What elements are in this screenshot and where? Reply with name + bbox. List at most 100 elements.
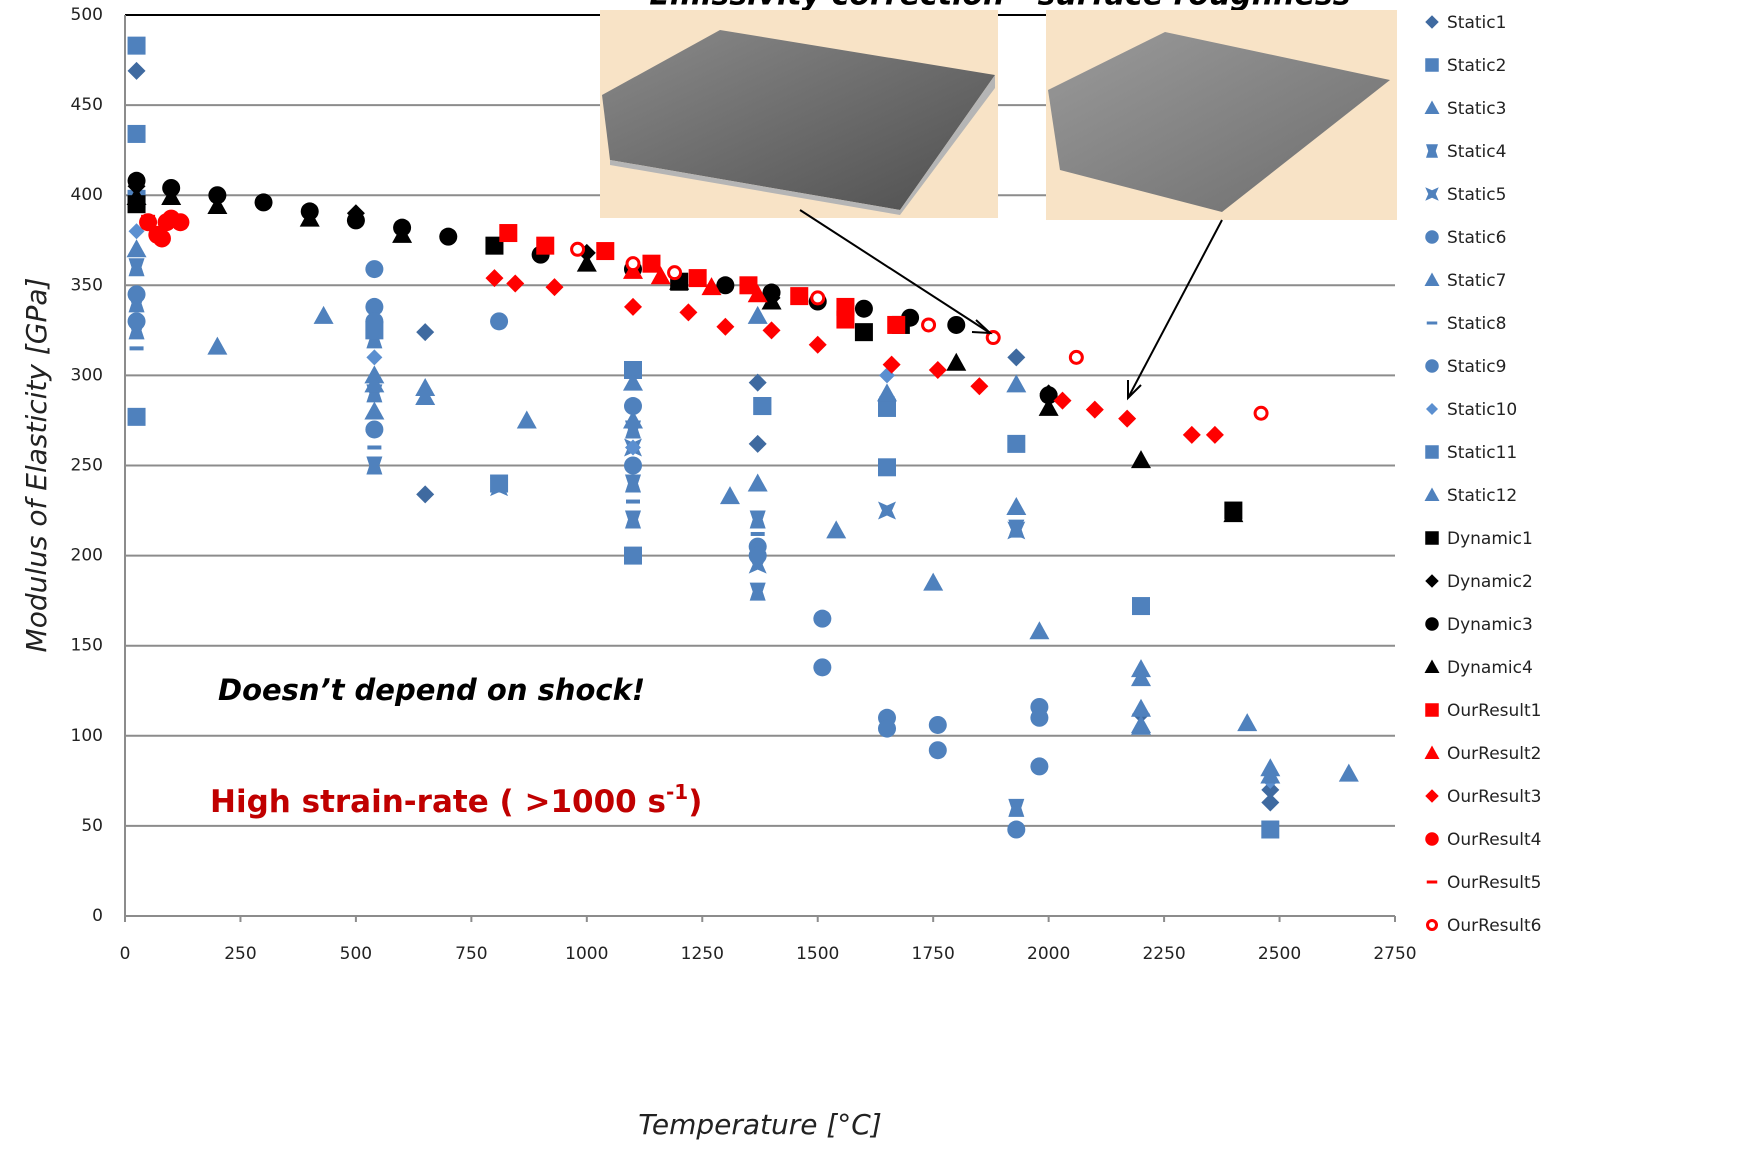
- x-axis-label: Temperature [°C]: [638, 1108, 882, 1141]
- marker: [813, 658, 832, 677]
- marker: [813, 609, 832, 628]
- marker: [1030, 757, 1049, 776]
- x-tick-label: 1750: [912, 944, 955, 964]
- marker: [928, 715, 947, 734]
- legend-marker: [1424, 100, 1440, 114]
- marker: [623, 410, 643, 429]
- legend-marker: [1425, 617, 1439, 631]
- marker: [747, 305, 768, 324]
- marker: [753, 397, 772, 416]
- marker: [364, 401, 385, 420]
- marker: [570, 241, 586, 257]
- marker: [626, 499, 640, 504]
- legend-label: Dynamic2: [1447, 572, 1533, 592]
- marker: [367, 445, 382, 450]
- marker: [1039, 386, 1058, 405]
- marker: [1007, 521, 1026, 540]
- legend-label: Static3: [1447, 99, 1506, 119]
- marker: [364, 365, 385, 384]
- marker: [392, 224, 413, 243]
- marker: [1261, 793, 1280, 812]
- marker: [416, 323, 435, 342]
- marker: [790, 287, 809, 306]
- marker: [126, 187, 147, 206]
- marker: [516, 410, 537, 429]
- legend: Static1 Static2 Static3 Static4 Static5 Stati…: [1424, 13, 1542, 936]
- y-tick-label: 500: [71, 5, 103, 25]
- marker: [624, 297, 642, 316]
- marker: [1030, 708, 1049, 727]
- y-tick-label: 300: [71, 365, 103, 385]
- x-tick-label: 2500: [1258, 944, 1301, 964]
- legend-marker: [1425, 445, 1439, 459]
- marker: [901, 308, 920, 327]
- marker: [921, 317, 937, 333]
- legend-marker: [1425, 703, 1439, 717]
- marker: [208, 186, 227, 205]
- chart-title: Emissivity correction - surface roughnes…: [649, 0, 1350, 13]
- y-tick-label: 250: [71, 456, 103, 476]
- marker: [366, 349, 383, 366]
- y-tick-label: 0: [92, 906, 103, 926]
- legend-marker: [1424, 745, 1440, 759]
- legend-label: OurResult1: [1447, 701, 1542, 721]
- marker: [415, 387, 436, 406]
- marker: [1223, 504, 1244, 523]
- marker: [416, 485, 435, 504]
- marker: [928, 360, 947, 379]
- marker: [127, 36, 146, 55]
- marker: [624, 546, 642, 565]
- marker: [128, 223, 145, 240]
- marker: [161, 187, 182, 206]
- marker: [970, 377, 989, 396]
- marker: [716, 317, 735, 336]
- marker: [854, 299, 873, 318]
- marker: [207, 196, 228, 215]
- legend-label: OurResult5: [1447, 873, 1542, 893]
- legend-label: Static1: [1447, 13, 1506, 33]
- marker: [878, 458, 896, 477]
- legend-label: Static6: [1447, 228, 1506, 248]
- marker: [346, 211, 365, 230]
- y-tick-label: 150: [71, 636, 103, 656]
- legend-label: Static10: [1447, 400, 1517, 420]
- legend-label: Dynamic3: [1447, 615, 1533, 635]
- x-tick-label: 1250: [681, 944, 724, 964]
- marker: [878, 719, 896, 738]
- x-tick-label: 2250: [1142, 944, 1185, 964]
- marker: [127, 407, 146, 426]
- legend-label: OurResult2: [1447, 744, 1542, 764]
- legend-label: Dynamic4: [1447, 658, 1533, 678]
- marker: [127, 61, 146, 80]
- marker: [1205, 425, 1224, 444]
- marker: [1260, 765, 1281, 784]
- x-tick-label: 500: [340, 944, 372, 964]
- marker: [545, 278, 564, 297]
- legend-marker: [1426, 880, 1438, 884]
- marker: [485, 236, 504, 255]
- marker: [313, 305, 334, 324]
- marker: [536, 236, 555, 255]
- legend-marker: [1425, 15, 1439, 29]
- legend-marker: [1425, 531, 1439, 545]
- marker: [808, 335, 827, 354]
- x-tick-label: 250: [224, 944, 256, 964]
- legend-marker: [1425, 230, 1439, 244]
- marker: [761, 291, 782, 310]
- marker: [946, 352, 967, 371]
- inset-image: [1046, 10, 1397, 220]
- legend-label: Static12: [1447, 486, 1517, 506]
- marker: [887, 315, 906, 334]
- marker: [127, 124, 146, 143]
- marker: [1007, 820, 1026, 839]
- x-tick-label: 1500: [796, 944, 839, 964]
- legend-label: Static4: [1447, 142, 1506, 162]
- legend-label: Static2: [1447, 56, 1506, 76]
- annotation: Doesn’t depend on shock!: [218, 673, 645, 707]
- marker: [1261, 780, 1280, 799]
- annotation-part: ): [688, 784, 702, 820]
- marker: [947, 315, 966, 334]
- marker: [1261, 820, 1280, 839]
- marker: [882, 355, 901, 374]
- legend-marker: [1426, 403, 1438, 415]
